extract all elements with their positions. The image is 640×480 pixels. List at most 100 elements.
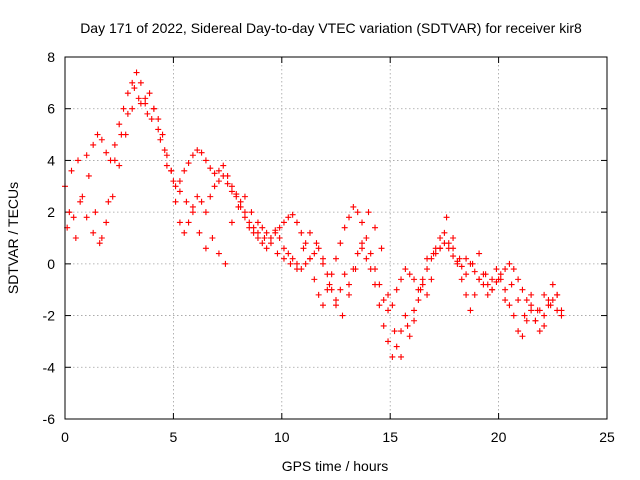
data-point <box>315 291 322 298</box>
data-point <box>228 219 235 226</box>
data-point <box>137 79 144 86</box>
data-point <box>508 281 515 288</box>
data-point <box>83 214 90 221</box>
data-point <box>489 276 496 283</box>
data-point <box>116 162 123 169</box>
y-tick-label: 4 <box>47 152 55 168</box>
data-point <box>528 307 535 314</box>
data-point <box>215 167 222 174</box>
data-point <box>263 229 270 236</box>
data-point <box>441 229 448 236</box>
data-point <box>534 307 541 314</box>
data-point <box>170 178 177 185</box>
data-point <box>163 162 170 169</box>
data-point <box>198 149 205 156</box>
data-point <box>471 291 478 298</box>
data-point <box>547 302 554 309</box>
data-point <box>411 276 418 283</box>
plot-frame <box>64 56 608 420</box>
data-point <box>109 193 116 200</box>
data-point <box>137 100 144 107</box>
data-point <box>280 245 287 252</box>
data-point <box>189 152 196 159</box>
data-point <box>515 297 522 304</box>
data-point <box>437 235 444 241</box>
data-point <box>497 271 504 278</box>
data-point <box>363 255 370 262</box>
data-point <box>376 302 383 309</box>
data-point <box>222 260 229 267</box>
data-point <box>129 105 136 112</box>
data-point <box>202 209 209 216</box>
data-point <box>103 219 110 226</box>
data-point <box>372 224 379 231</box>
data-point <box>428 276 435 283</box>
data-point <box>92 209 99 216</box>
data-point <box>202 157 209 164</box>
data-point <box>103 149 110 156</box>
data-point <box>241 193 248 200</box>
data-point <box>272 227 279 234</box>
data-point <box>489 286 496 293</box>
data-point <box>293 219 300 226</box>
data-point <box>424 291 431 298</box>
data-point <box>306 229 313 236</box>
data-point <box>306 255 313 262</box>
data-point <box>450 253 457 260</box>
data-point <box>285 214 292 221</box>
data-point <box>263 245 270 252</box>
data-point <box>346 214 353 221</box>
data-point <box>280 255 287 262</box>
data-point <box>541 312 548 319</box>
data-point <box>363 235 370 241</box>
data-point <box>350 203 357 210</box>
x-axis-label: GPS time / hours <box>282 458 389 474</box>
data-point <box>471 268 478 275</box>
data-point <box>467 307 474 314</box>
data-point <box>450 245 457 252</box>
data-point <box>209 235 216 241</box>
data-point <box>341 224 348 231</box>
data-point <box>313 240 320 247</box>
chart-title: Day 171 of 2022, Sidereal Day-to-day VTE… <box>80 20 582 36</box>
data-point <box>495 276 502 283</box>
x-tick-label: 10 <box>274 429 290 445</box>
data-point <box>224 180 231 187</box>
data-point <box>367 266 374 273</box>
data-point <box>248 209 255 216</box>
data-point <box>339 312 346 319</box>
data-point <box>385 307 392 314</box>
data-point <box>502 286 509 293</box>
data-point <box>365 209 372 216</box>
data-point <box>118 131 125 138</box>
data-point <box>70 214 77 221</box>
data-point <box>346 281 353 288</box>
data-point <box>359 219 366 226</box>
y-tick-label: 2 <box>47 204 55 220</box>
data-point <box>391 328 398 335</box>
data-point <box>445 240 452 247</box>
data-point <box>437 245 444 252</box>
data-point <box>293 266 300 273</box>
data-point <box>220 162 227 169</box>
grid <box>65 57 607 419</box>
data-point <box>235 203 242 210</box>
data-point <box>189 203 196 210</box>
data-point <box>319 260 326 267</box>
series-2 <box>64 95 565 360</box>
data-point <box>521 312 528 319</box>
data-point <box>250 229 257 236</box>
y-tick-label: -6 <box>43 411 56 427</box>
data-point <box>506 260 513 267</box>
series-3 <box>66 85 561 360</box>
data-point <box>131 85 138 92</box>
x-tick-label: 15 <box>382 429 398 445</box>
y-tick-label: 6 <box>47 101 55 117</box>
data-point <box>83 152 90 159</box>
data-point <box>72 235 79 241</box>
data-point <box>202 245 209 252</box>
data-point <box>105 198 112 205</box>
data-point <box>482 271 489 278</box>
data-point <box>324 271 331 278</box>
data-point <box>354 250 361 257</box>
